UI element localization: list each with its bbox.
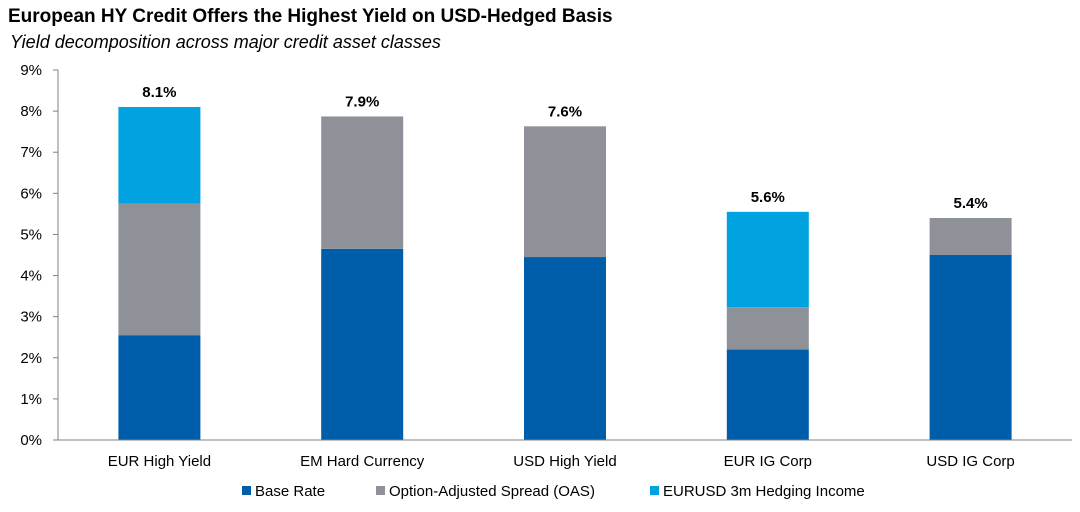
x-axis: EUR High Yield EM Hard Currency USD High Y… <box>58 439 1072 470</box>
x-tick-label: EM Hard Currency <box>300 453 425 470</box>
bar-segment <box>118 107 201 204</box>
bars <box>118 107 1012 440</box>
total-labels: 8.1% 7.9% 7.6% 5.6% 5.4% <box>142 84 987 212</box>
x-tick-label: USD IG Corp <box>926 453 1014 470</box>
legend-swatch <box>650 486 659 495</box>
total-label: 7.6% <box>548 103 582 120</box>
y-tick-label: 3% <box>20 309 42 326</box>
y-tick-label: 7% <box>20 144 42 161</box>
y-tick-label: 5% <box>20 226 42 243</box>
x-tick-label: EUR High Yield <box>108 453 211 470</box>
y-tick-label: 1% <box>20 391 42 408</box>
y-tick-label: 8% <box>20 103 42 120</box>
y-tick-label: 9% <box>20 62 42 79</box>
total-label: 7.9% <box>345 93 379 110</box>
y-tick-label: 2% <box>20 350 42 367</box>
y-tick-label: 6% <box>20 185 42 202</box>
bar-segment <box>321 248 404 440</box>
x-tick-label: EUR IG Corp <box>724 453 812 470</box>
chart-subtitle: Yield decomposition across major credit … <box>10 32 441 52</box>
total-label: 5.6% <box>751 189 785 206</box>
legend-label: Option-Adjusted Spread (OAS) <box>389 483 595 500</box>
y-tick-label: 4% <box>20 268 42 285</box>
total-label: 8.1% <box>142 84 176 101</box>
total-label: 5.4% <box>953 195 987 212</box>
legend-label: EURUSD 3m Hedging Income <box>663 483 865 500</box>
bar-segment <box>321 116 404 249</box>
bar-segment <box>929 255 1012 440</box>
bar-segment <box>524 126 606 258</box>
legend-swatch <box>376 486 385 495</box>
bar-segment <box>929 218 1012 255</box>
legend-label: Base Rate <box>255 483 325 500</box>
bar-segment <box>524 257 606 440</box>
chart-title: European HY Credit Offers the Highest Yi… <box>8 6 613 27</box>
legend-swatch <box>242 486 251 495</box>
x-tick-label: USD High Yield <box>513 453 616 470</box>
bar-segment <box>726 349 809 440</box>
bar-segment <box>726 307 809 350</box>
bar-segment <box>118 335 201 440</box>
bar-segment <box>726 211 809 308</box>
legend: Base Rate Option-Adjusted Spread (OAS) EUR… <box>242 483 865 500</box>
y-tick-label: 0% <box>20 432 42 449</box>
bar-segment <box>118 203 201 336</box>
y-axis: 0% 1% 2% 3% 4% 5% 6% 7% 8% 9% <box>20 62 59 449</box>
